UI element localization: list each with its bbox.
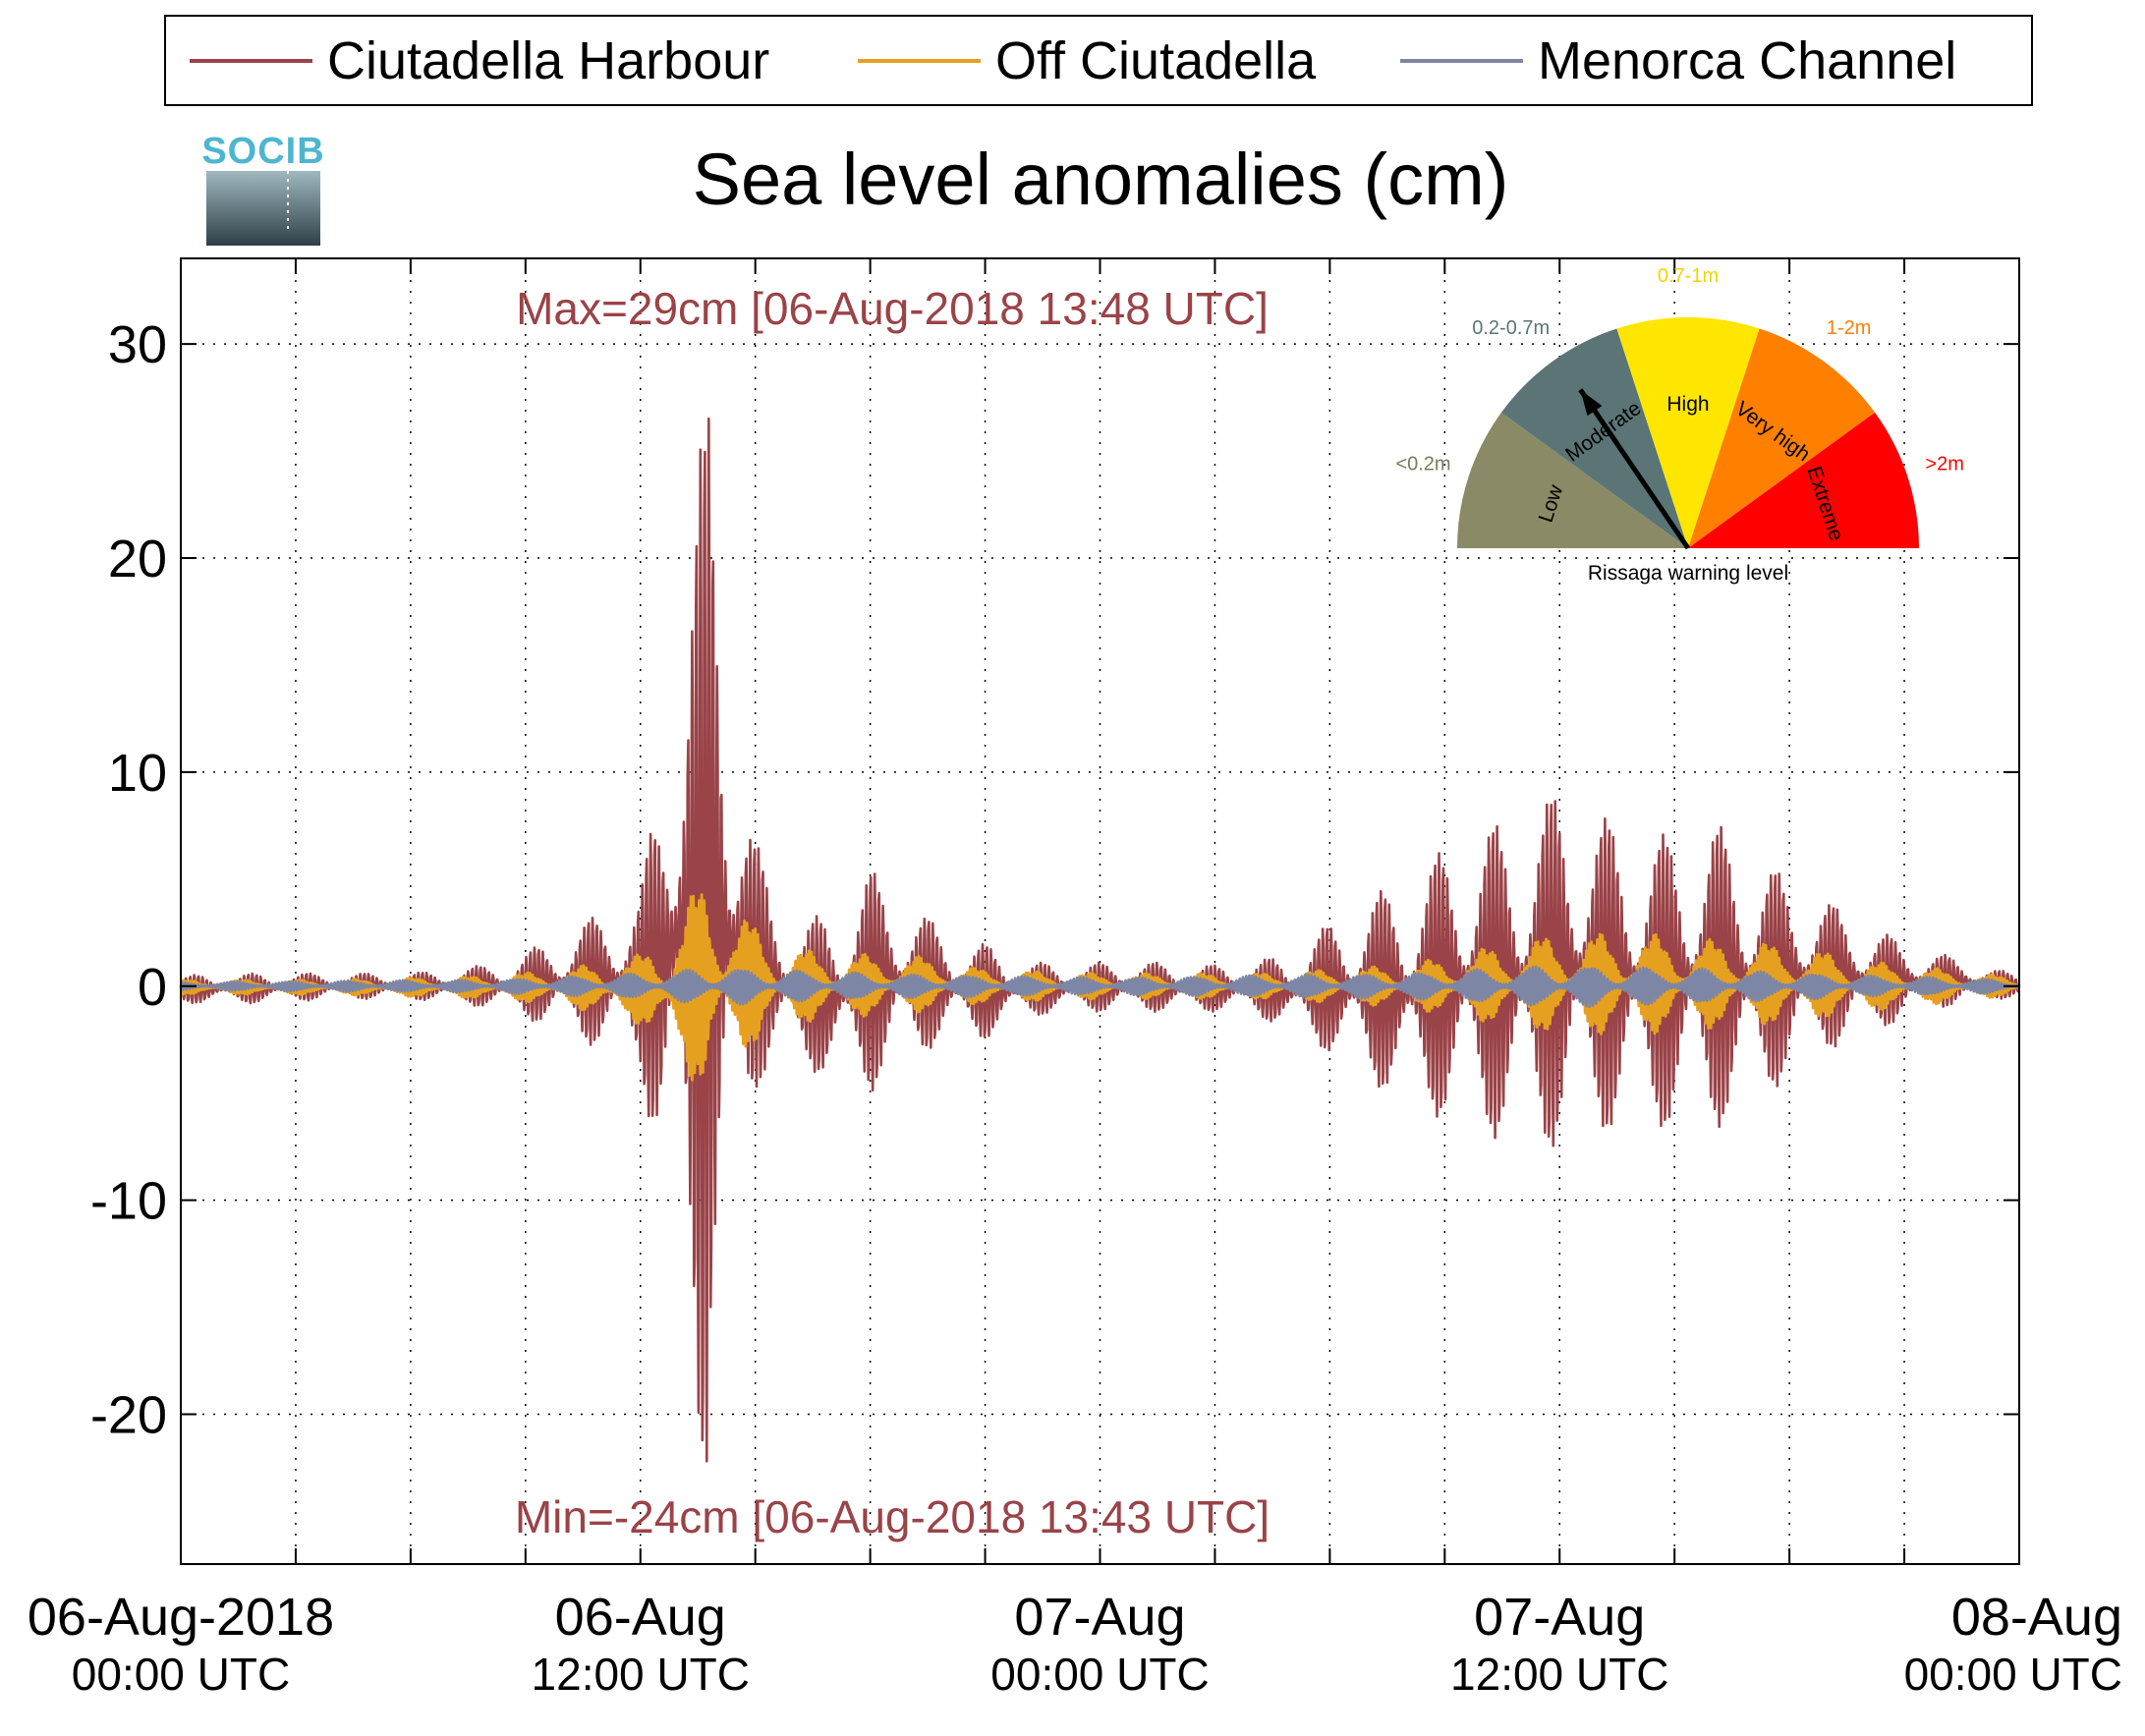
x-tick-sublabel: 12:00 UTC xyxy=(1450,1649,1668,1700)
min-annotation: Min=-24cm [06-Aug-2018 13:43 UTC] xyxy=(515,1491,1270,1542)
y-tick-labels: 30 20 10 0 -10 -20 xyxy=(90,315,167,1444)
x-tick-label: 07-Aug xyxy=(1474,1588,1645,1647)
legend-box xyxy=(164,15,2033,106)
series-line xyxy=(179,893,2021,1082)
gauge-range-label: <0.2m xyxy=(1395,453,1450,475)
socib-logo-graphic xyxy=(206,171,320,246)
x-tick-label: 08-Aug xyxy=(1951,1588,2122,1647)
gauge-title: Rissaga warning level xyxy=(1588,562,1788,585)
gauge-segment-label: High xyxy=(1666,393,1709,416)
max-annotation: Max=29cm [06-Aug-2018 13:48 UTC] xyxy=(516,283,1269,334)
x-tick-label: 07-Aug xyxy=(1014,1588,1185,1647)
x-tick-sublabel: 00:00 UTC xyxy=(1904,1649,2122,1700)
gauge-segment xyxy=(1688,412,1919,548)
y-tick-label: -20 xyxy=(90,1385,167,1444)
axis-ticks xyxy=(180,258,2020,1564)
socib-logo-text: SOCIB xyxy=(201,131,324,172)
legend-label-menorca-channel: Menorca Channel xyxy=(1538,31,1956,90)
x-tick-sublabel: 00:00 UTC xyxy=(72,1649,290,1700)
series-layer xyxy=(179,417,2021,1463)
x-tick-label: 06-Aug xyxy=(555,1588,726,1647)
gauge-segment xyxy=(1616,317,1760,548)
gauge-pointer-head xyxy=(1580,389,1603,417)
legend-label-ciutadella-harbour: Ciutadella Harbour xyxy=(327,31,769,90)
x-tick-sublabel: 12:00 UTC xyxy=(532,1649,750,1700)
gauge-segment xyxy=(1457,412,1688,548)
gauge-range-label: 1-2m xyxy=(1827,317,1872,339)
gauge-segment xyxy=(1688,328,1876,548)
series-line xyxy=(179,965,2021,1009)
gauge-segment xyxy=(1500,328,1688,548)
gauge-range-label: 0.7-1m xyxy=(1658,265,1719,287)
gauge-range-label: >2m xyxy=(1925,453,1963,475)
grid xyxy=(181,258,2019,1564)
y-tick-label: 30 xyxy=(108,315,167,374)
y-tick-label: 20 xyxy=(108,530,167,588)
y-tick-label: 0 xyxy=(138,958,167,1017)
legend-label-off-ciutadella: Off Ciutadella xyxy=(995,31,1317,90)
gauge-range-label: 0.2-0.7m xyxy=(1472,317,1550,339)
x-tick-sublabel: 00:00 UTC xyxy=(990,1649,1209,1700)
chart-title: Sea level anomalies (cm) xyxy=(693,139,1509,220)
y-tick-label: -10 xyxy=(90,1172,167,1231)
gauge-pointer xyxy=(1578,388,1691,550)
legend: Ciutadella Harbour Off Ciutadella Menorc… xyxy=(164,15,2033,106)
socib-logo: SOCIB xyxy=(201,131,324,246)
x-tick-label: 06-Aug-2018 xyxy=(28,1588,334,1647)
y-tick-label: 10 xyxy=(108,744,167,803)
gauge-segments xyxy=(1457,317,1919,548)
